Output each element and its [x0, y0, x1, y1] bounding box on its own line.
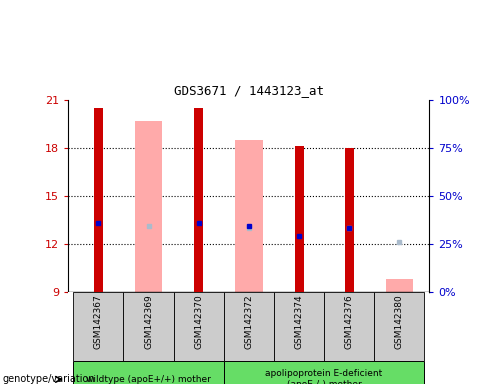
Text: GSM142370: GSM142370 — [194, 294, 203, 349]
Bar — [235, 140, 263, 292]
Text: GSM142367: GSM142367 — [94, 294, 103, 349]
Text: genotype/variation: genotype/variation — [2, 374, 95, 384]
Bar — [73, 361, 224, 384]
Bar — [94, 108, 103, 292]
Bar — [295, 146, 304, 292]
Text: GSM142376: GSM142376 — [345, 294, 354, 349]
Text: GSM142369: GSM142369 — [144, 294, 153, 349]
Text: GSM142374: GSM142374 — [295, 294, 304, 349]
Bar — [324, 292, 374, 361]
Text: wildtype (apoE+/+) mother: wildtype (apoE+/+) mother — [86, 375, 211, 384]
Bar — [374, 292, 425, 361]
Bar — [123, 292, 174, 361]
Bar — [386, 279, 413, 292]
Text: apolipoprotein E-deficient
(apoE-/-) mother: apolipoprotein E-deficient (apoE-/-) mot… — [265, 369, 383, 384]
Text: GSM142380: GSM142380 — [395, 294, 404, 349]
Bar — [345, 148, 354, 292]
Bar — [224, 361, 425, 384]
Bar — [174, 292, 224, 361]
Bar — [135, 121, 163, 292]
Bar — [274, 292, 324, 361]
Text: GSM142372: GSM142372 — [244, 294, 253, 349]
Bar — [194, 108, 203, 292]
Bar — [224, 292, 274, 361]
Bar — [73, 292, 123, 361]
Title: GDS3671 / 1443123_at: GDS3671 / 1443123_at — [174, 84, 324, 97]
